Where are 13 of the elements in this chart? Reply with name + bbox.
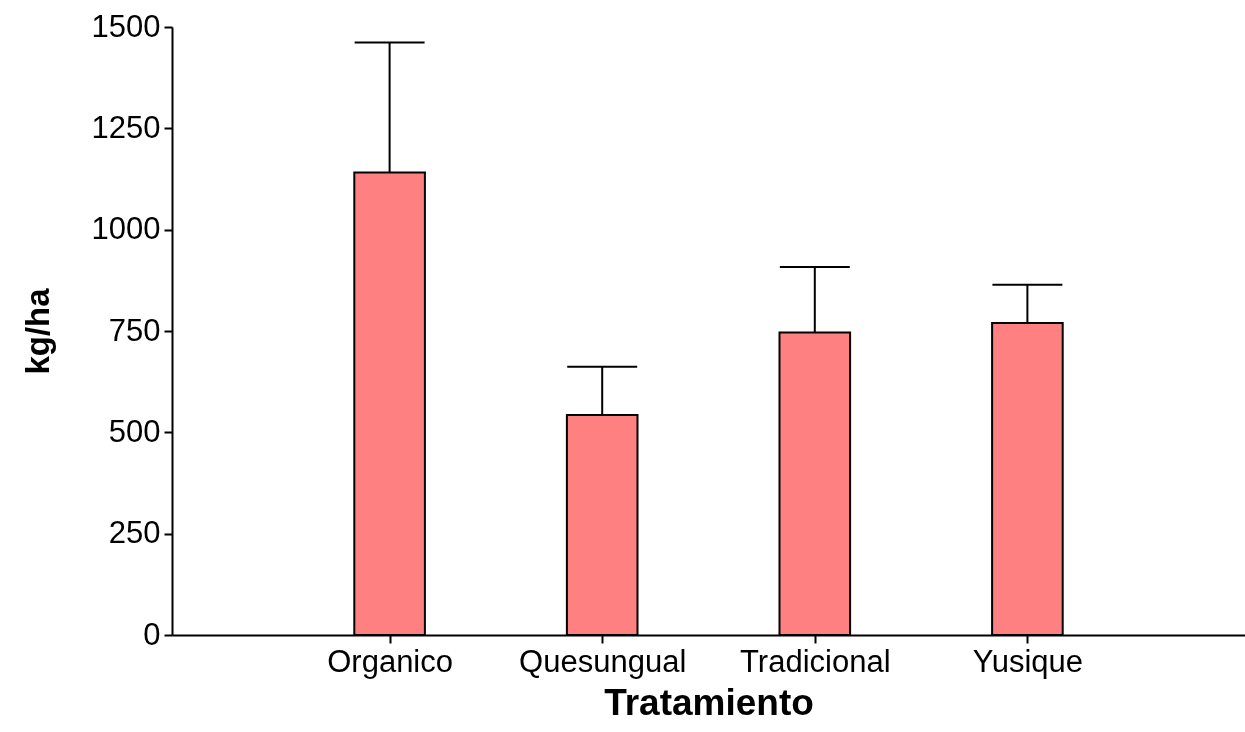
y-tick-label: 750 [108, 312, 161, 348]
x-axis-title: Tratamiento [604, 681, 814, 723]
x-tick-label: Yusique [972, 643, 1084, 679]
y-tick-label: 1500 [91, 8, 161, 44]
y-tick-label: 1250 [91, 109, 161, 145]
y-axis-title: kg/ha [18, 287, 56, 375]
y-tick-label: 0 [143, 616, 161, 652]
y-tick-label: 250 [108, 515, 161, 551]
x-tick-label: Organico [327, 643, 453, 679]
x-tick-label: Quesungual [519, 643, 687, 679]
y-tick-label: 500 [108, 413, 161, 449]
y-tick-label: 1000 [91, 211, 161, 247]
x-tick-label: Tradicional [740, 643, 891, 679]
